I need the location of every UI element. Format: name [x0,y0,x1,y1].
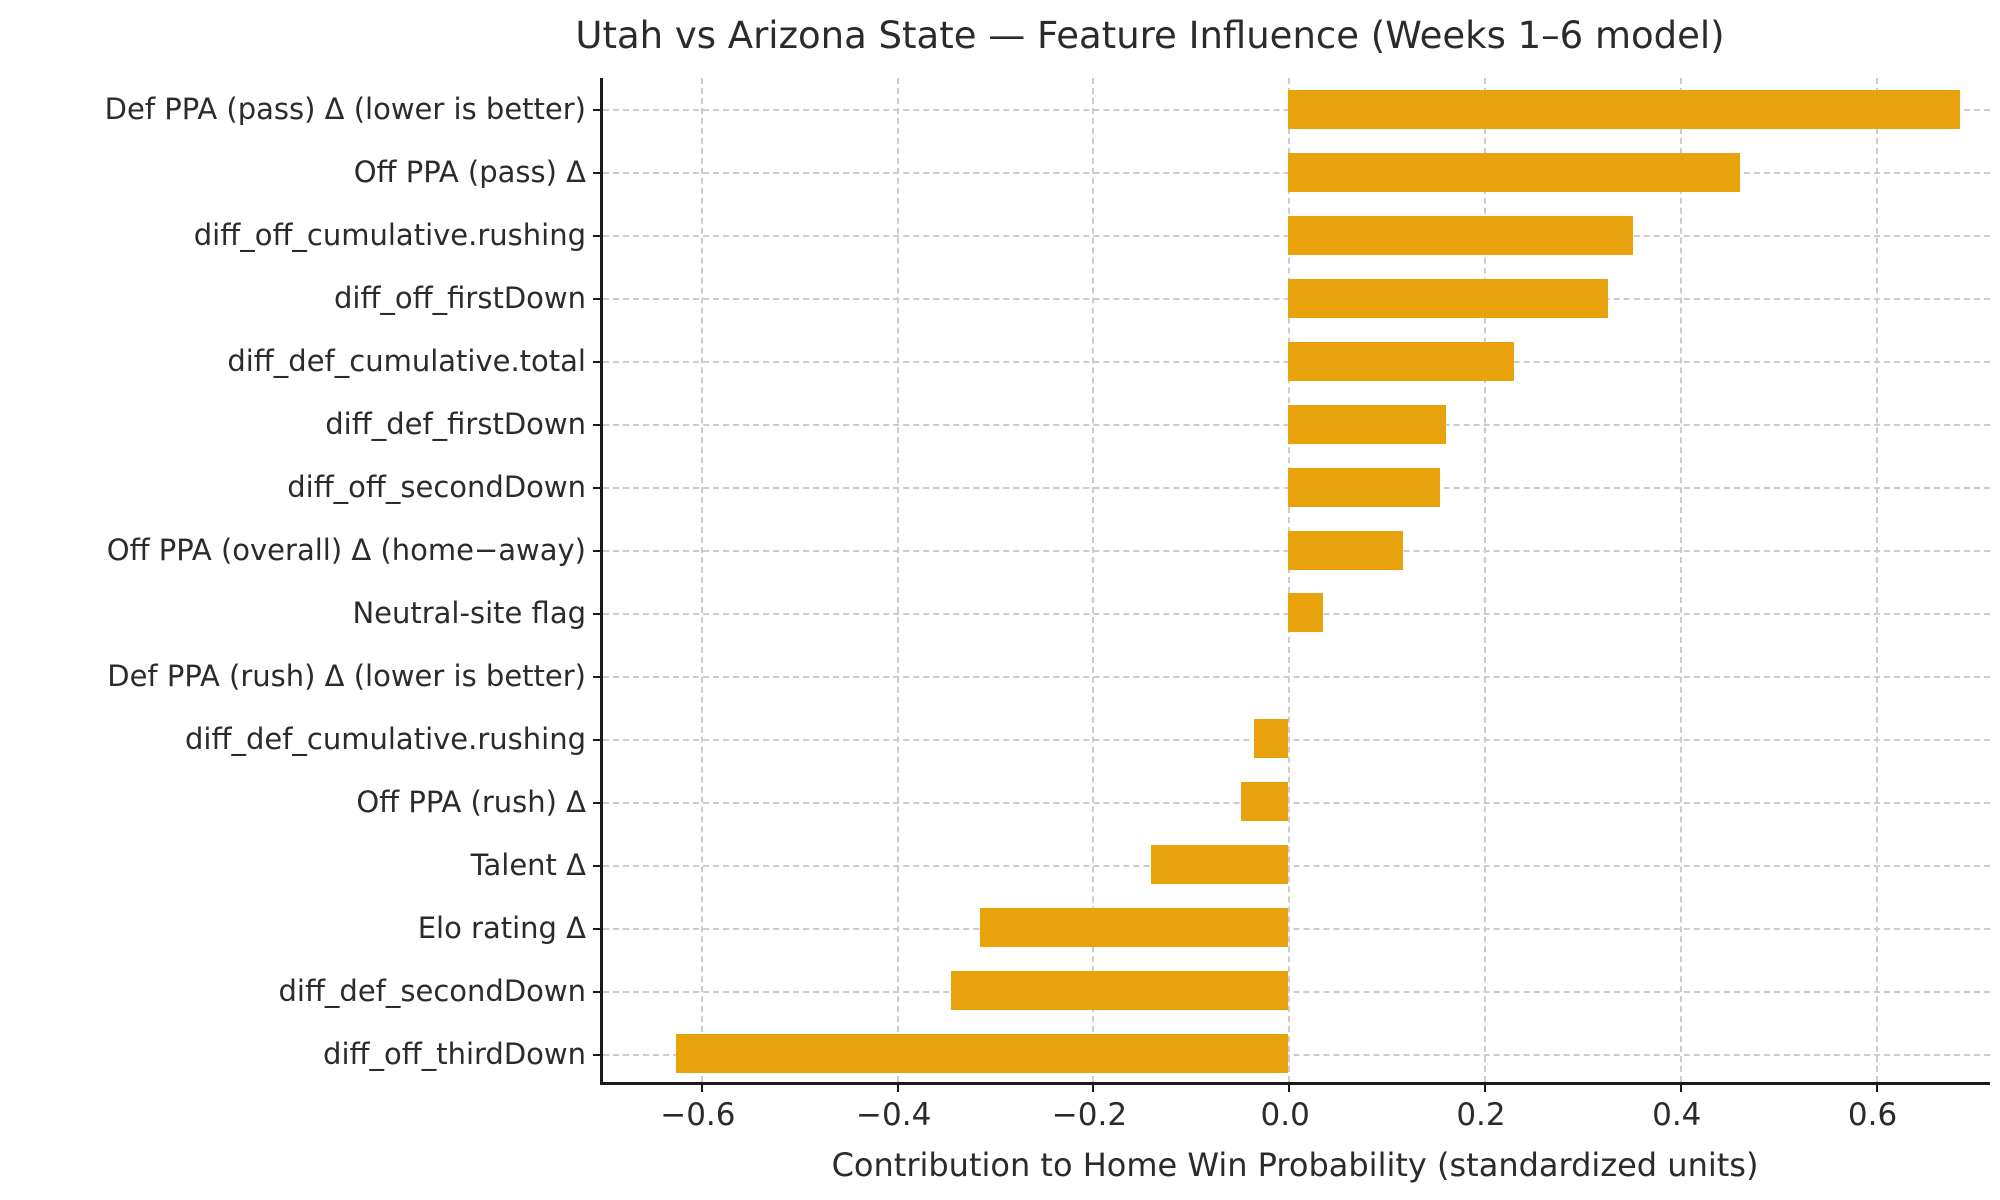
y-tick-label: diff_def_cumulative.total [227,344,586,379]
plot-area [593,78,1990,1092]
x-tick-label: 0.4 [1652,1097,1702,1133]
x-tick-mark [896,1082,899,1092]
bar [1253,719,1289,759]
y-tick-mark [593,990,603,993]
y-tick-mark [593,109,603,112]
y-tick-mark [593,487,603,490]
y-tick-label: diff_off_cumulative.rushing [193,218,586,253]
y-tick-mark [593,927,603,930]
y-tick-label: Neutral-site flag [352,595,586,630]
y-tick-mark [593,172,603,175]
y-tick-label: diff_def_firstDown [325,407,586,442]
bar [1288,404,1446,444]
bar [979,908,1289,948]
gridline-vertical [1092,78,1095,1082]
y-tick-mark [593,864,603,867]
gridline-vertical [1679,78,1682,1082]
x-tick-mark [1288,1082,1291,1092]
bar [1288,152,1741,192]
y-tick-label: Def PPA (rush) Δ (lower is better) [107,658,586,693]
gridline-vertical [1288,78,1291,1082]
x-tick-mark [1483,1082,1486,1092]
x-tick-mark [700,1082,703,1092]
gridline-vertical [1875,78,1878,1082]
y-tick-label: diff_def_cumulative.rushing [185,721,586,756]
bar [1241,782,1289,822]
y-tick-mark [593,675,603,678]
y-tick-label: Off PPA (overall) Δ (home−away) [106,533,586,568]
bar [1288,593,1324,633]
y-tick-label: Off PPA (rush) Δ [356,784,586,819]
y-tick-label: Elo rating Δ [417,910,586,945]
x-tick-label: 0.0 [1260,1097,1310,1133]
x-tick-label: −0.6 [660,1097,736,1133]
x-tick-label: 0.2 [1456,1097,1506,1133]
y-tick-label: diff_off_firstDown [333,281,586,316]
bar [1288,215,1633,255]
y-tick-label: diff_def_secondDown [278,973,586,1008]
x-tick-label: 0.6 [1847,1097,1898,1133]
x-tick-label: −0.2 [1051,1097,1128,1133]
y-tick-mark [593,235,603,238]
bar [950,971,1289,1011]
y-tick-mark [593,361,603,364]
gridline-horizontal [603,801,1990,804]
y-tick-mark [593,1053,603,1056]
y-tick-label: diff_off_thirdDown [323,1036,586,1071]
gridline-horizontal [603,864,1990,867]
bar [1288,278,1609,318]
gridline-horizontal [603,927,1990,930]
gridline-vertical [700,78,703,1082]
y-tick-label: Off PPA (pass) Δ [353,155,586,190]
x-tick-mark [1875,1082,1878,1092]
gridline-horizontal [603,1053,1990,1056]
chart-title: Utah vs Arizona State — Feature Influenc… [575,14,1725,57]
gridline-horizontal [603,738,1990,741]
gridline-horizontal [603,675,1990,678]
bar [1288,341,1515,381]
bar [1288,467,1440,507]
y-tick-label: diff_off_secondDown [287,470,586,505]
gridline-horizontal [603,990,1990,993]
gridline-vertical [1483,78,1486,1082]
y-tick-mark [593,298,603,301]
x-tick-label: −0.4 [856,1097,932,1133]
y-tick-mark [593,738,603,741]
y-tick-mark [593,424,603,427]
y-tick-label: Talent Δ [470,847,586,882]
bar [676,1034,1289,1074]
y-tick-mark [593,612,603,615]
x-tick-mark [1092,1082,1095,1092]
y-tick-label: Def PPA (pass) Δ (lower is better) [104,92,586,127]
bar [1288,530,1403,570]
bar [1288,89,1960,129]
y-tick-mark [593,550,603,553]
y-tick-mark [593,801,603,804]
bar [1151,845,1289,885]
gridline-vertical [896,78,899,1082]
x-axis-title: Contribution to Home Win Probability (st… [831,1146,1759,1184]
x-tick-mark [1679,1082,1682,1092]
